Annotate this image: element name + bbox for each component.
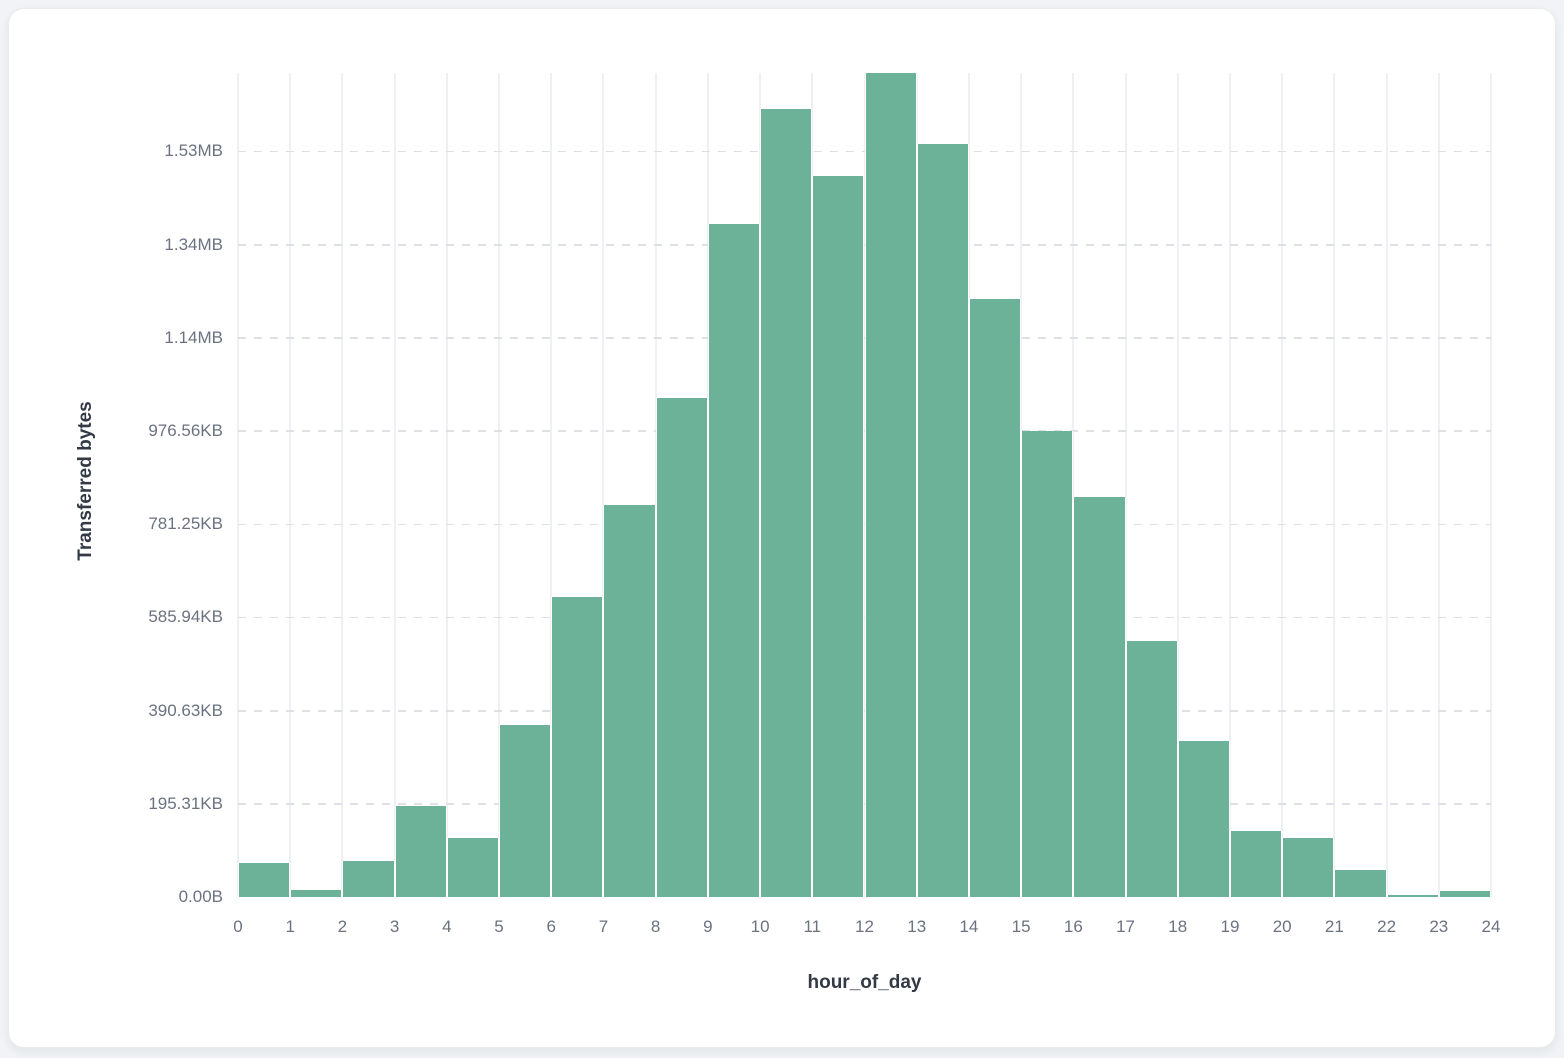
x-tick-label: 13 (907, 917, 927, 936)
bar-hour-19[interactable] (1229, 831, 1283, 897)
x-tick-label: 5 (494, 917, 504, 936)
bar-hour-8[interactable] (655, 398, 708, 897)
bar-hour-17[interactable] (1125, 640, 1178, 897)
v-gridline (445, 73, 448, 897)
x-tick-label: 1 (285, 917, 295, 936)
v-gridline (1437, 73, 1440, 897)
bar-hour-12[interactable] (864, 73, 917, 897)
v-gridline (341, 73, 344, 897)
bar-hour-7[interactable] (603, 505, 656, 897)
v-gridline (1385, 73, 1388, 897)
x-tick-label: 3 (389, 917, 400, 936)
bar-hour-16[interactable] (1073, 497, 1126, 897)
x-tick-label: 4 (442, 917, 452, 936)
bar-hour-0[interactable] (238, 863, 291, 897)
bar-hour-23[interactable] (1438, 890, 1491, 897)
x-tick-label: 19 (1220, 917, 1240, 936)
y-tick-label: 585.94KB (148, 607, 223, 627)
bar-hour-15[interactable] (1021, 430, 1074, 897)
bar-hour-18[interactable] (1177, 741, 1230, 897)
x-tick-label: 6 (546, 917, 556, 936)
x-tick-label: 22 (1377, 917, 1397, 936)
bar-hour-22[interactable] (1386, 895, 1439, 897)
v-gridline (498, 73, 501, 897)
x-tick-label: 8 (650, 917, 661, 936)
x-axis-tick-labels: 0 1 2 3 4 5 6 7 8 9 10 11 12 13 14 15 16 17 18 19 20 21 22 23 24 (233, 917, 1500, 939)
bar-hour-13[interactable] (916, 143, 969, 897)
x-tick-label: 7 (598, 917, 609, 936)
y-tick-label: 1.34MB (164, 234, 223, 254)
x-tick-label: 0 (233, 917, 243, 936)
chart-card: Transferred bytes 0.00B 195.31KB 390.63KB 5… (8, 8, 1556, 1048)
y-tick-label: 0.00B (178, 887, 223, 906)
bar-hour-2[interactable] (342, 860, 395, 897)
v-gridline (237, 73, 239, 897)
v-gridline (1176, 73, 1179, 897)
x-tick-label: 18 (1168, 917, 1188, 936)
y-tick-label: 1.53MB (164, 141, 223, 161)
bar-hour-6[interactable] (551, 597, 604, 897)
v-gridline (1228, 73, 1231, 897)
bars-layer (238, 73, 1491, 897)
y-tick-label: 1.14MB (164, 327, 223, 347)
bar-hour-1[interactable] (290, 890, 343, 897)
x-tick-label: 11 (803, 917, 822, 936)
bar-hour-20[interactable] (1282, 837, 1335, 897)
x-tick-label: 17 (1116, 917, 1135, 936)
v-gridline (602, 73, 605, 897)
v-gridline (1124, 73, 1127, 897)
x-tick-label: 23 (1429, 917, 1449, 936)
y-axis-tick-labels: 0.00B 195.31KB 390.63KB 585.94KB 781.25KB 976… (9, 73, 223, 906)
y-tick-label: 390.63KB (148, 700, 223, 720)
x-tick-label: 20 (1272, 917, 1292, 936)
v-gridline (1490, 73, 1492, 897)
x-axis-title: hour_of_day (807, 972, 922, 993)
x-tick-label: 15 (1011, 917, 1031, 936)
x-tick-label: 2 (337, 917, 348, 936)
v-gridline (289, 73, 292, 897)
x-tick-label: 9 (703, 917, 713, 936)
bar-hour-9[interactable] (707, 223, 761, 897)
x-tick-label: 21 (1324, 917, 1344, 936)
bar-hour-3[interactable] (394, 805, 447, 897)
x-tick-label: 12 (855, 917, 874, 936)
bar-hour-10[interactable] (760, 108, 813, 897)
v-gridline (1281, 73, 1284, 897)
x-tick-label: 10 (750, 917, 770, 936)
x-tick-label: 16 (1063, 917, 1083, 936)
x-tick-label: 14 (959, 917, 979, 936)
v-gridline (393, 73, 396, 897)
y-tick-label: 781.25KB (148, 514, 223, 534)
y-tick-label: 195.31KB (148, 793, 223, 813)
v-gridline (550, 73, 553, 897)
v-gridline (1333, 73, 1336, 897)
bar-hour-11[interactable] (812, 176, 865, 897)
bar-hour-21[interactable] (1334, 870, 1387, 897)
x-tick-label: 24 (1481, 917, 1501, 936)
bar-hour-14[interactable] (968, 299, 1022, 897)
y-tick-label: 976.56KB (148, 420, 223, 440)
bar-hour-5[interactable] (499, 724, 552, 897)
plot-area (237, 73, 1492, 897)
v-gridline (1072, 73, 1075, 897)
bar-hour-4[interactable] (446, 838, 500, 897)
